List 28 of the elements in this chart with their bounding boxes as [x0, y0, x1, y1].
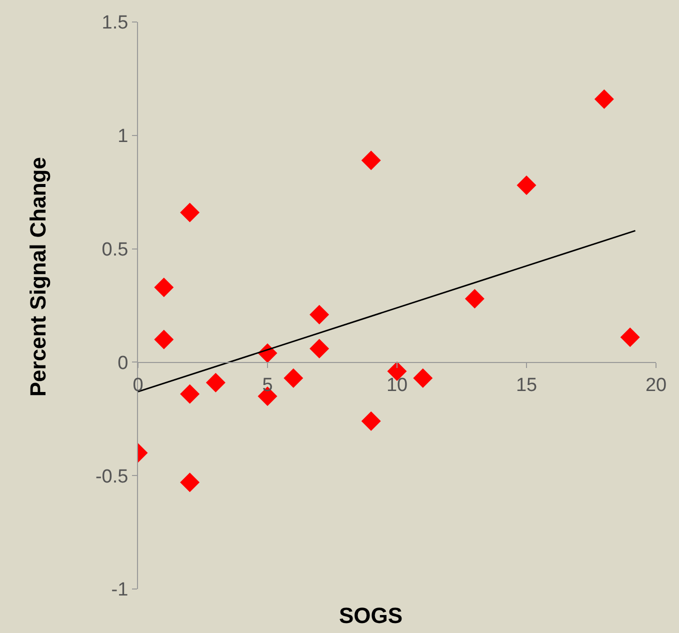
point — [620, 328, 640, 347]
point — [284, 368, 304, 388]
y-axis-title: Percent Signal Change — [25, 157, 50, 397]
point — [154, 278, 174, 298]
x-axis-title: SOGS — [339, 603, 403, 628]
y-tick-label: 0.5 — [102, 239, 128, 260]
point — [594, 89, 614, 109]
point — [310, 304, 330, 324]
x-tick-label: 0 — [132, 375, 144, 396]
y-tick-label: 1 — [118, 126, 128, 148]
y-tick-label: 1.5 — [102, 12, 128, 34]
point — [180, 472, 200, 492]
y-tick-label: -0.5 — [95, 466, 128, 488]
point — [361, 150, 381, 170]
point — [413, 368, 433, 388]
x-tick-label: 20 — [645, 375, 667, 396]
y-tick-label: 0 — [118, 352, 128, 374]
y-tick-label: -1 — [111, 580, 128, 601]
point — [361, 411, 381, 431]
point — [206, 372, 226, 392]
point — [464, 288, 484, 308]
point — [180, 202, 200, 222]
point — [154, 330, 174, 350]
point — [516, 176, 536, 196]
point — [180, 384, 200, 404]
point — [310, 338, 330, 358]
x-tick-label: 10 — [386, 375, 408, 396]
x-tick-label: 15 — [516, 375, 538, 396]
